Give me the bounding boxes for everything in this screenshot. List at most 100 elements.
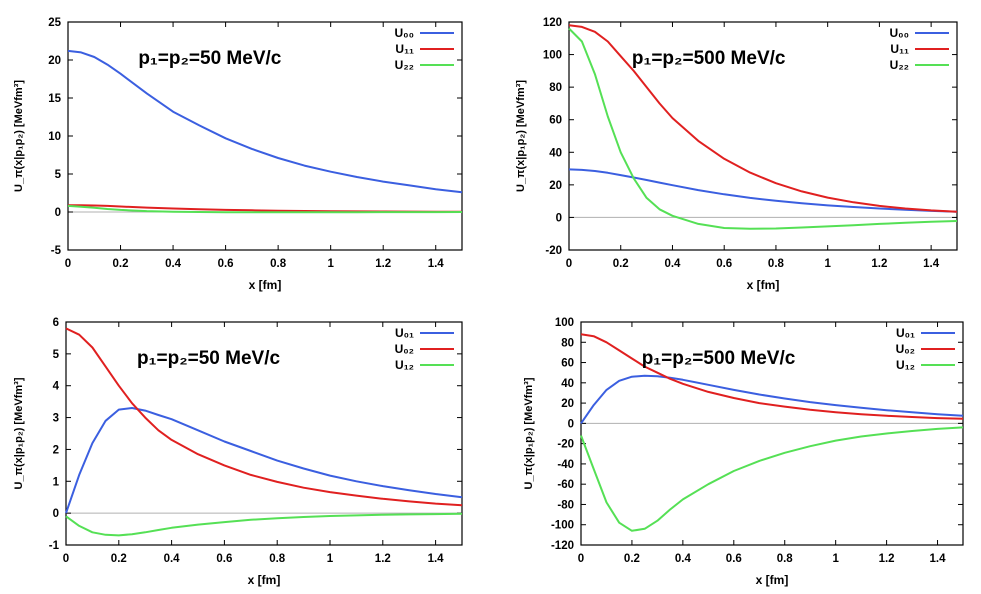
y-tick-label: 2 <box>53 444 59 456</box>
y-tick-label: -60 <box>557 479 574 491</box>
y-tick-label: 4 <box>53 381 60 393</box>
series-line-2 <box>67 204 463 214</box>
y-tick-label: -120 <box>551 540 574 552</box>
y-tick-label: 80 <box>561 337 574 349</box>
y-tick-label: 1 <box>53 476 60 488</box>
x-axis-label: x [fm] <box>756 573 789 587</box>
y-tick-label: -1 <box>49 540 60 552</box>
y-tick-label: 10 <box>48 131 61 143</box>
legend-label: U₁₁ <box>395 42 414 56</box>
y-tick-label: 0 <box>568 418 574 430</box>
x-tick-label: 1.2 <box>375 553 391 565</box>
series-line-2 <box>580 426 964 532</box>
y-tick-label: 40 <box>549 147 562 159</box>
x-tick-label: 0.8 <box>270 258 287 270</box>
legend-label: U₁₁ <box>890 42 909 56</box>
plot-frame <box>568 21 958 251</box>
y-tick-label: 15 <box>48 93 61 105</box>
x-tick-label: 1 <box>327 553 334 565</box>
y-tick-label: 25 <box>48 17 61 29</box>
x-tick-label: 1 <box>832 553 839 565</box>
x-tick-label: 0.4 <box>165 258 182 270</box>
series-line-0 <box>65 407 463 514</box>
y-tick-label: 60 <box>561 358 574 370</box>
y-tick-label: -20 <box>545 245 562 257</box>
y-tick-label: -20 <box>557 439 574 451</box>
x-tick-label: 0.6 <box>716 258 732 270</box>
y-tick-label: 0 <box>55 207 61 219</box>
y-tick-label: 6 <box>53 317 59 329</box>
plot-frame <box>65 321 463 546</box>
legend-label: U₀₁ <box>395 326 414 340</box>
legend-label: U₀₁ <box>896 326 915 340</box>
y-tick-label: -40 <box>557 459 574 471</box>
series-line-1 <box>65 327 463 507</box>
legend-label: U₀₀ <box>890 26 909 40</box>
y-tick-label: 20 <box>48 55 61 67</box>
x-tick-label: 1.4 <box>923 258 940 270</box>
y-axis-label: U_π(x|p₁p₂) [MeVfm³] <box>13 80 25 192</box>
x-tick-label: 0 <box>65 258 71 270</box>
panel-title: p₁=p₂=50 MeV/c <box>137 348 280 369</box>
y-axis-label: U_π(x|p₁p₂) [MeVfm³] <box>523 377 535 489</box>
y-tick-label: 60 <box>549 115 562 127</box>
y-tick-label: 5 <box>55 169 62 181</box>
legend-label: U₁₂ <box>896 358 915 372</box>
y-tick-label: 0 <box>556 212 562 224</box>
x-tick-label: 0.2 <box>113 258 129 270</box>
y-tick-label: 0 <box>53 508 59 520</box>
series-line-1 <box>580 333 964 420</box>
series-line-1 <box>568 24 958 213</box>
x-tick-label: 1.2 <box>879 553 895 565</box>
x-tick-label: 0.6 <box>216 553 232 565</box>
chart-panel-top-right-500mev: 0 0.2 0.4 0.6 0.8 1 1.2 1.4 -20 0 20 40 60 80 100 120 x … <box>515 17 958 292</box>
x-axis-label: x [fm] <box>248 573 281 587</box>
x-tick-label: 1 <box>327 258 334 270</box>
x-tick-label: 0.6 <box>726 553 742 565</box>
legend-label: U₀₂ <box>395 342 414 356</box>
y-tick-label: 20 <box>561 398 574 410</box>
y-tick-label: 5 <box>53 349 60 361</box>
x-tick-label: 1.4 <box>428 553 445 565</box>
x-axis-label: x [fm] <box>249 278 282 292</box>
legend-label: U₂₂ <box>395 58 414 72</box>
x-tick-label: 1.2 <box>871 258 887 270</box>
x-tick-label: 0.4 <box>164 553 181 565</box>
x-tick-label: 0.8 <box>768 258 785 270</box>
x-tick-label: 0.4 <box>675 553 692 565</box>
y-tick-label: 100 <box>555 317 574 329</box>
y-tick-label: 3 <box>53 413 59 425</box>
legend-label: U₀₀ <box>395 26 414 40</box>
series-line-2 <box>568 27 958 230</box>
y-tick-label: -100 <box>551 520 574 532</box>
legend-label: U₀₂ <box>896 342 915 356</box>
x-axis-label: x [fm] <box>747 278 780 292</box>
y-tick-label: 20 <box>549 180 562 192</box>
x-tick-label: 0.8 <box>777 553 794 565</box>
x-tick-label: 0 <box>63 553 69 565</box>
legend-label: U₁₂ <box>395 358 414 372</box>
series-line-0 <box>580 374 964 424</box>
x-tick-label: 1.2 <box>375 258 391 270</box>
x-tick-label: 0 <box>578 553 584 565</box>
y-tick-label: -5 <box>51 245 62 257</box>
x-tick-label: 1.4 <box>428 258 445 270</box>
y-tick-label: -80 <box>557 499 574 511</box>
panel-title: p₁=p₂=500 MeV/c <box>642 348 796 369</box>
x-tick-label: 1 <box>824 258 831 270</box>
panel-title: p₁=p₂=500 MeV/c <box>632 48 786 69</box>
series-line-0 <box>67 49 463 194</box>
x-tick-label: 0.6 <box>218 258 234 270</box>
series-line-0 <box>568 168 958 213</box>
x-tick-label: 0.2 <box>613 258 629 270</box>
legend-label: U₂₂ <box>890 58 909 72</box>
x-tick-label: 0.8 <box>269 553 286 565</box>
x-tick-label: 0 <box>566 258 572 270</box>
plot-frame <box>580 321 964 546</box>
y-axis-label: U_π(x|p₁p₂) [MeVfm³] <box>13 377 25 489</box>
series-line-2 <box>65 512 463 537</box>
y-axis-label: U_π(x|p₁p₂) [MeVfm³] <box>515 80 527 192</box>
